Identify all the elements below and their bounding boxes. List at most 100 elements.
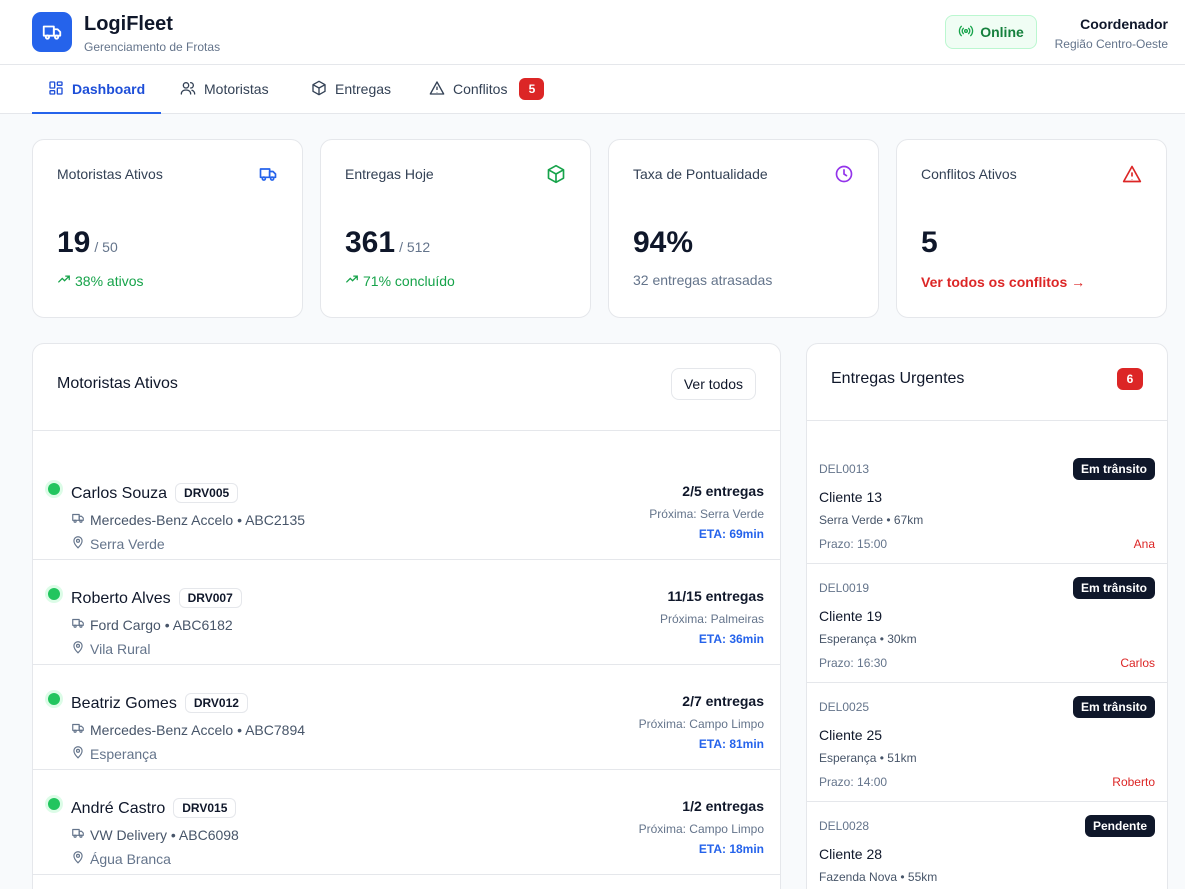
package-icon — [546, 164, 566, 184]
alert-triangle-icon — [1122, 164, 1142, 184]
delivery-item[interactable]: DEL0013 Em trânsito Cliente 13 Serra Ver… — [807, 445, 1167, 564]
tab-conflitos-label: Conflitos — [453, 81, 508, 97]
map-pin-icon — [71, 640, 85, 657]
active-drivers-panel: Motoristas Ativos Ver todos Carlos Souza… — [32, 343, 781, 889]
alert-triangle-icon — [429, 80, 445, 99]
clock-icon — [834, 164, 854, 184]
driver-next-stop: Próxima: Palmeiras — [659, 612, 764, 626]
online-status-dot — [48, 693, 60, 705]
driver-row[interactable]: Carlos Souza DRV005 Mercedes-Benz Accelo … — [33, 455, 780, 560]
tab-entregas[interactable]: Entregas — [311, 65, 391, 113]
map-pin-icon — [71, 850, 85, 867]
driver-next-stop: Próxima: Serra Verde — [649, 507, 764, 521]
app-header: LogiFleet Gerenciamento de Frotas Online… — [0, 0, 1185, 65]
driver-next-stop: Próxima: Campo Limpo — [638, 822, 764, 836]
tab-motoristas[interactable]: Motoristas — [180, 65, 269, 113]
stat-card-pontualidade: Taxa de Pontualidade 94% 32 entregas atr… — [608, 139, 879, 318]
stat-footer: 71% concluído — [345, 272, 455, 289]
truck-icon — [71, 616, 85, 633]
stat-footer: 32 entregas atrasadas — [633, 272, 773, 288]
trending-up-icon — [57, 272, 71, 289]
tab-entregas-label: Entregas — [335, 81, 392, 97]
users-icon — [180, 80, 196, 99]
truck-icon — [71, 721, 85, 738]
truck-logo-icon — [32, 12, 72, 52]
signal-icon — [958, 23, 974, 42]
delivery-driver: Ana — [1133, 537, 1155, 551]
driver-row[interactable]: Roberto Alves DRV007 Ford Cargo • ABC6182… — [33, 560, 780, 665]
delivery-item[interactable]: DEL0028 Pendente Cliente 28 Fazenda Nova… — [807, 802, 1167, 889]
app-title: LogiFleet — [84, 13, 173, 35]
driver-vehicle: Mercedes-Benz Accelo • ABC2135 — [71, 511, 305, 528]
truck-icon — [258, 164, 278, 184]
driver-row[interactable]: André Castro DRV015 VW Delivery • ABC6098… — [33, 770, 780, 875]
delivery-location: Esperança • 51km — [819, 751, 917, 765]
view-all-button[interactable]: Ver todos — [670, 368, 756, 400]
delivery-deadline: Prazo: 16:30 — [819, 656, 888, 670]
driver-delivery-count: 11/15 entregas — [667, 588, 764, 604]
driver-location: Esperança — [71, 745, 157, 762]
online-status-badge: Online — [945, 15, 1037, 49]
urgent-count-badge: 6 — [1117, 368, 1143, 390]
delivery-status-badge: Em trânsito — [1072, 577, 1155, 599]
delivery-driver: Carlos — [1120, 656, 1155, 670]
driver-location: Vila Rural — [71, 640, 150, 657]
driver-next-stop: Próxima: Campo Limpo — [638, 717, 764, 731]
stat-footer: 38% ativos — [57, 272, 143, 289]
delivery-status-badge: Pendente — [1084, 815, 1155, 837]
stat-value: 5 — [921, 226, 938, 259]
stat-title: Taxa de Pontualidade — [633, 166, 768, 182]
delivery-id: DEL0028 — [819, 819, 870, 833]
stat-title: Entregas Hoje — [345, 166, 434, 182]
driver-vehicle: VW Delivery • ABC6098 — [71, 826, 239, 843]
delivery-deadline: Prazo: 15:00 — [819, 537, 888, 551]
stat-card-conflitos: Conflitos Ativos 5 Ver todos os conflito… — [896, 139, 1167, 318]
delivery-item[interactable]: DEL0019 Em trânsito Cliente 19 Esperança… — [807, 564, 1167, 683]
view-all-conflicts-link[interactable]: Ver todos os conflitos → — [921, 274, 1086, 290]
driver-eta: ETA: 69min — [698, 527, 764, 541]
panel-title: Entregas Urgentes — [831, 370, 965, 387]
delivery-deadline: Prazo: 14:00 — [819, 775, 888, 789]
delivery-id: DEL0019 — [819, 581, 870, 595]
conflicts-count-badge: 5 — [519, 78, 545, 100]
driver-eta: ETA: 81min — [698, 737, 764, 751]
driver-eta: ETA: 36min — [698, 632, 764, 646]
user-region: Região Centro-Oeste — [1054, 37, 1168, 51]
driver-delivery-count: 1/2 entregas — [682, 798, 764, 814]
driver-code-badge: DRV005 — [175, 483, 239, 503]
delivery-location: Fazenda Nova • 55km — [819, 870, 938, 884]
tab-conflitos[interactable]: Conflitos 5 — [429, 65, 545, 113]
delivery-location: Esperança • 30km — [819, 632, 917, 646]
panel-title: Motoristas Ativos — [57, 375, 178, 392]
delivery-id: DEL0013 — [819, 462, 870, 476]
tab-motoristas-label: Motoristas — [204, 81, 269, 97]
delivery-status-badge: Em trânsito — [1072, 458, 1155, 480]
driver-delivery-count: 2/5 entregas — [682, 483, 764, 499]
driver-vehicle: Ford Cargo • ABC6182 — [71, 616, 233, 633]
delivery-driver: Roberto — [1112, 775, 1155, 789]
driver-location: Água Branca — [71, 850, 171, 867]
truck-icon — [71, 511, 85, 528]
user-role[interactable]: Coordenador — [1080, 16, 1168, 32]
dashboard-icon — [48, 80, 64, 99]
truck-icon — [71, 826, 85, 843]
delivery-location: Serra Verde • 67km — [819, 513, 924, 527]
main-tabs: Dashboard Motoristas Entregas Conflitos … — [0, 65, 1185, 114]
stat-value: 361/ 512 — [345, 226, 431, 259]
stat-card-motoristas: Motoristas Ativos 19/ 50 38% ativos — [32, 139, 303, 318]
online-status-dot — [48, 483, 60, 495]
driver-row[interactable]: Beatriz Gomes DRV012 Mercedes-Benz Accelo… — [33, 665, 780, 770]
tab-dashboard[interactable]: Dashboard — [32, 65, 162, 114]
driver-name: Beatriz Gomes DRV012 — [71, 693, 248, 713]
stat-card-entregas: Entregas Hoje 361/ 512 71% concluído — [320, 139, 591, 318]
delivery-status-badge: Em trânsito — [1072, 696, 1155, 718]
delivery-item[interactable]: DEL0025 Em trânsito Cliente 25 Esperança… — [807, 683, 1167, 802]
driver-eta: ETA: 18min — [698, 842, 764, 856]
driver-name: Roberto Alves DRV007 — [71, 588, 242, 608]
stat-title: Conflitos Ativos — [921, 166, 1017, 182]
stat-value: 19/ 50 — [57, 226, 118, 259]
trending-up-icon — [345, 272, 359, 289]
online-status-dot — [48, 588, 60, 600]
map-pin-icon — [71, 535, 85, 552]
driver-name: André Castro DRV015 — [71, 798, 237, 818]
